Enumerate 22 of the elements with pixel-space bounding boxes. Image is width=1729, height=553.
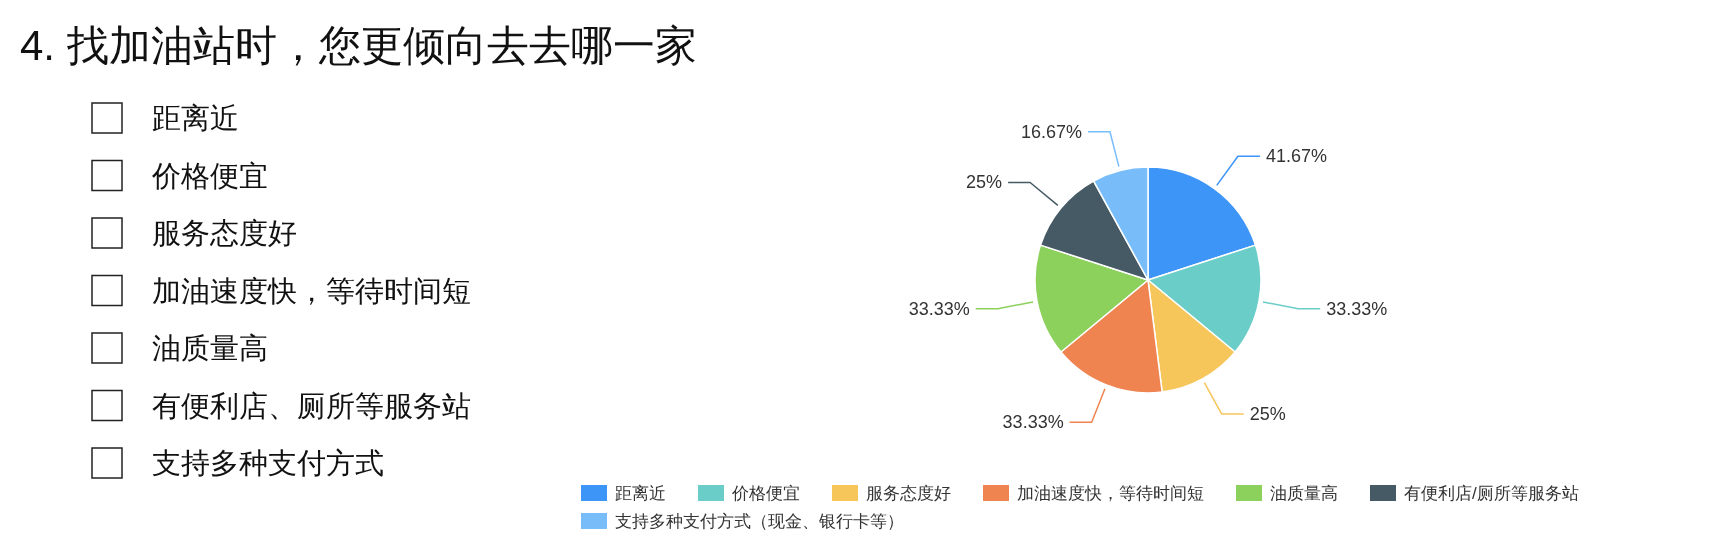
text: 距离近	[152, 102, 239, 134]
text: 服务态度好	[152, 217, 297, 249]
data-label: 33.33%	[1002, 412, 1064, 433]
legend-label: 价格便宜	[731, 484, 800, 503]
legend-label: 距离近	[615, 484, 666, 503]
data-label: 25%	[966, 172, 1003, 193]
legend-label: 油质量高	[1270, 484, 1338, 503]
legend-label: 有便利店/厕所等服务站	[1404, 484, 1579, 503]
legend-label: 加油速度快，等待时间短	[1017, 484, 1204, 503]
text: 有便利店、厕所等服务站	[152, 389, 471, 422]
text: 加油速度快，等待时间短	[152, 274, 471, 307]
data-label: 25%	[1249, 404, 1286, 425]
text: 价格便宜	[151, 159, 268, 192]
data-label: 33.33%	[1326, 298, 1388, 319]
text: 油质量高	[152, 332, 268, 364]
data-label: 16.67%	[1020, 121, 1082, 142]
text: 支持多种支付方式	[152, 447, 384, 479]
data-label: 33.33%	[908, 298, 970, 319]
data-label: 41.67%	[1265, 146, 1327, 167]
legend-label: 支持多种支付方式（现金、银行卡等）	[615, 512, 904, 531]
chart-title: 4. 找加油站时，您更倾向去去哪一家	[20, 22, 697, 69]
legend-label: 服务态度好	[866, 484, 951, 503]
